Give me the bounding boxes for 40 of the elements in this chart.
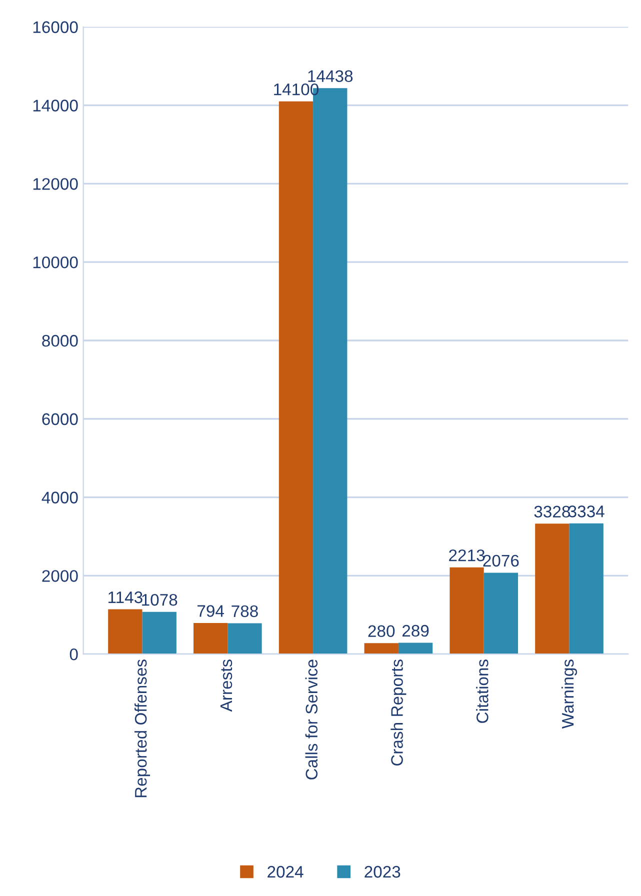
y-tick-label: 10000	[33, 256, 78, 268]
bar	[484, 572, 518, 654]
x-tick-label: Reported Offenses	[134, 660, 150, 798]
bar	[569, 523, 604, 654]
bar	[535, 524, 570, 654]
y-tick-label: 12000	[33, 178, 78, 190]
y-tick-label: 16000	[33, 21, 78, 34]
y-tick-label: 14000	[33, 100, 78, 112]
data-label: 14438	[308, 70, 353, 82]
data-label: 289	[402, 624, 429, 637]
x-tick-label: Crash Reports	[390, 660, 406, 766]
legend-label: 2023	[364, 866, 400, 878]
bar	[193, 622, 228, 654]
legend-label: 2024	[268, 866, 304, 878]
bar	[278, 101, 314, 654]
data-label: 3328	[534, 506, 570, 518]
data-label: 2076	[483, 554, 519, 567]
y-tick-label: 6000	[42, 413, 78, 426]
bar	[364, 643, 398, 654]
data-label: 280	[368, 625, 395, 638]
y-tick-label: 0	[70, 648, 78, 660]
y-tick-label: 4000	[42, 492, 78, 504]
x-tick-label: Arrests	[220, 660, 232, 712]
data-label: 788	[232, 605, 258, 618]
x-tick-label: Citations	[476, 660, 488, 723]
data-label: 1143	[108, 591, 142, 604]
bar	[142, 612, 176, 654]
data-label: 2213	[449, 549, 485, 562]
data-label: 14100	[274, 83, 318, 96]
bar	[398, 642, 433, 654]
data-label: 3334	[568, 506, 604, 518]
bar	[228, 623, 262, 654]
data-label: 794	[198, 605, 224, 617]
bar	[108, 609, 142, 654]
x-tick-label: Warnings	[561, 660, 578, 729]
bar	[450, 567, 484, 654]
y-tick-label: 2000	[42, 570, 78, 582]
y-tick-label: 8000	[42, 334, 78, 347]
x-tick-label: Calls for Service	[305, 660, 318, 780]
data-label: 1078	[142, 594, 178, 606]
